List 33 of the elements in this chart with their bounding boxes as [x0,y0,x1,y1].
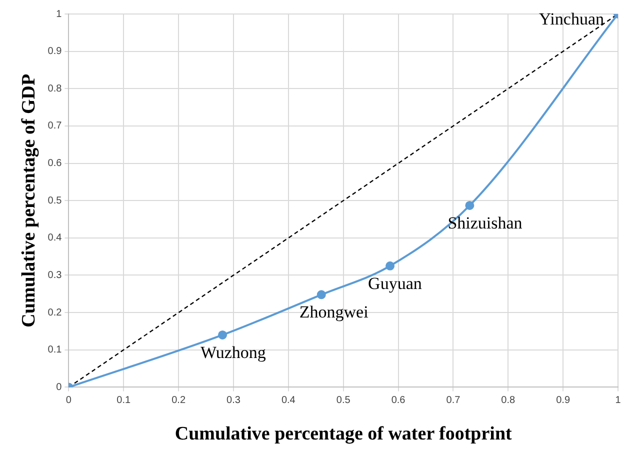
x-tick-label: 0.2 [172,394,186,406]
y-tick-label: 0.1 [48,344,62,356]
annotation: Zhongwei [299,302,369,322]
y-tick-label: 0.4 [48,232,62,244]
annotation: Shizuishan [448,213,523,232]
y-tick-label: 0 [56,382,62,393]
annotation: Yinchuan [538,9,604,28]
annotation: Guyuan [368,274,422,293]
x-tick-label: 0.5 [336,394,351,406]
point [465,200,474,210]
x-tick-label: 0.7 [446,394,461,406]
point [218,330,228,340]
x-axis-title: Cumulative percentage of water footprint [174,424,513,445]
x-tick-label: 0.8 [501,394,516,406]
x-tick-label: 0.6 [391,394,406,406]
y-tick-label: 0.8 [48,83,62,94]
y-tick-label: 0.2 [48,307,62,318]
y-tick-label: 0.3 [48,270,62,281]
x-tick-label: 0.1 [116,394,132,406]
x-tick-label: 0.4 [281,394,296,406]
y-tick-label: 1 [56,8,62,20]
x-tick-label: 0.3 [226,394,241,406]
point [316,290,326,300]
y-tick-label: 0.6 [48,158,62,170]
y-tick-label: 0.9 [48,46,62,58]
x-tick-label: 1 [615,394,622,406]
y-tick-label: 0.5 [48,195,62,206]
y-axis-title: Cumulative percentage of GDP [18,73,40,328]
annotation: Wuzhong [200,342,266,362]
y-tick-label: 0.7 [48,120,62,132]
x-tick-label: 0.9 [556,394,570,406]
x-tick-label: 0 [66,394,72,406]
point [386,261,395,270]
